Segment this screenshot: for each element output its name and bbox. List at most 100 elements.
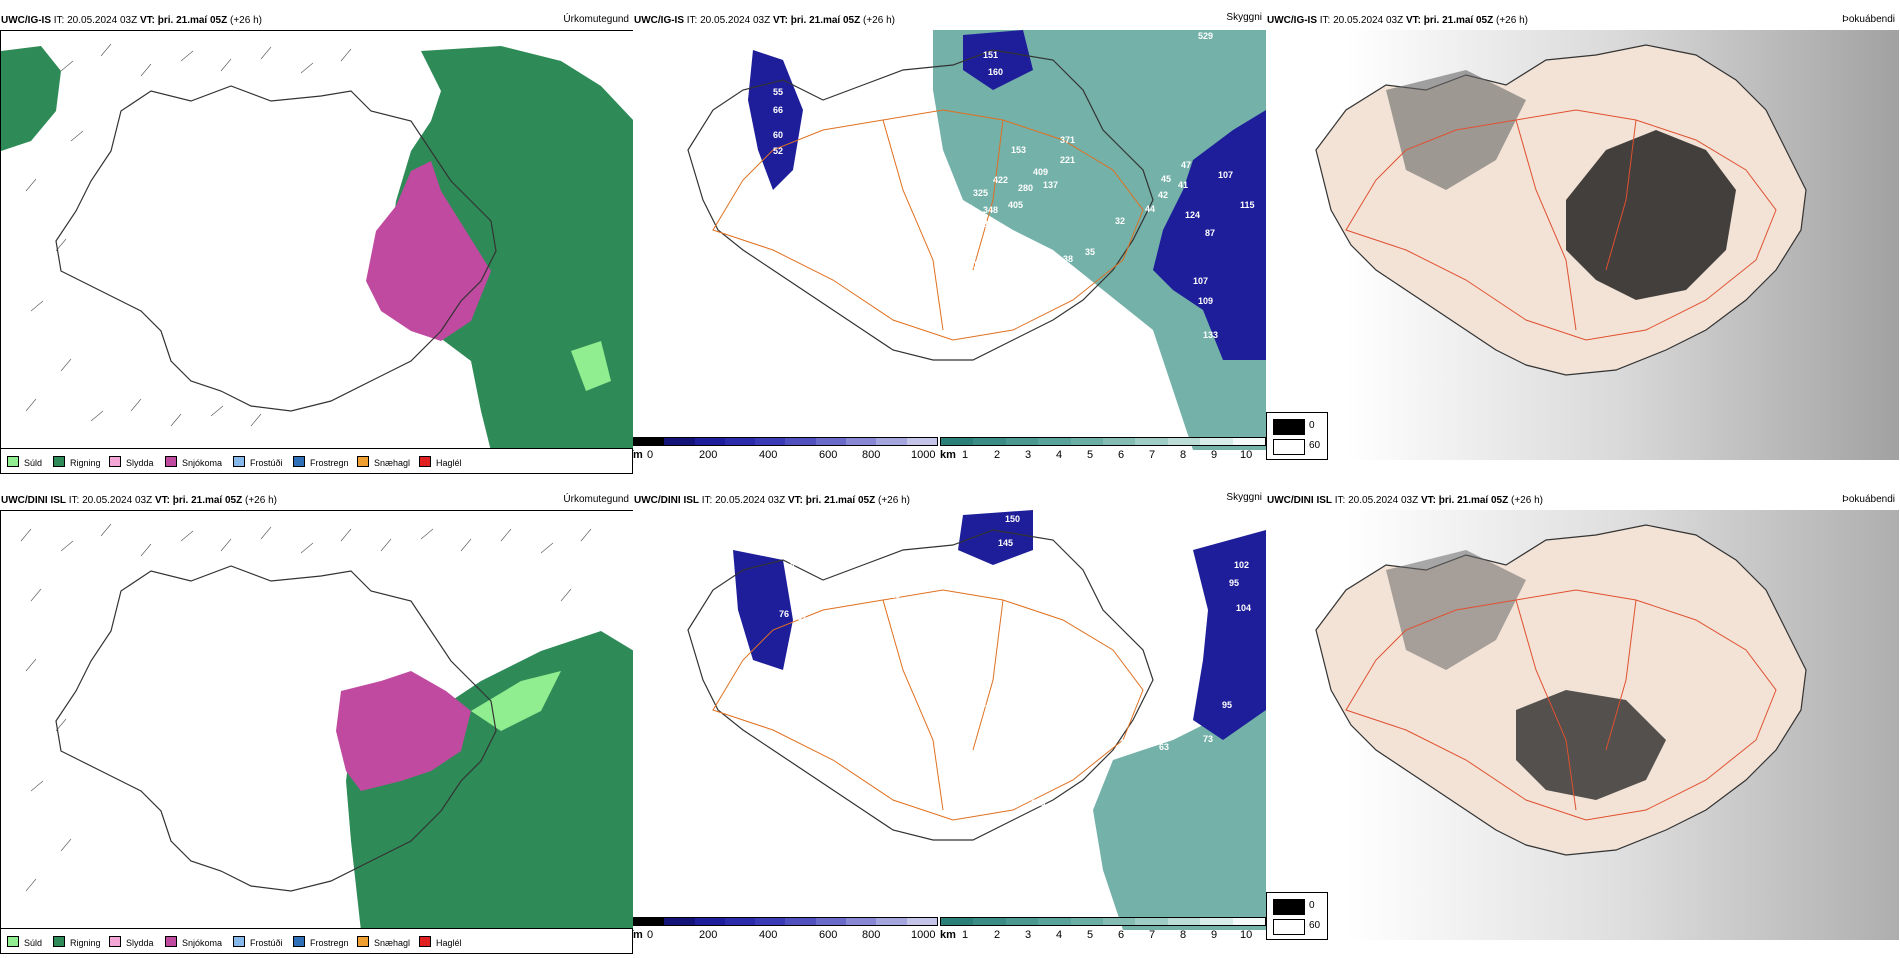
fog-key-label: 0 bbox=[1309, 420, 1315, 431]
cloud-label: 102 bbox=[1234, 560, 1249, 570]
tick-label: 10 bbox=[1240, 929, 1253, 941]
precip-rain-south bbox=[346, 631, 634, 931]
legend-item: Frostúði bbox=[233, 456, 283, 468]
road-network bbox=[712, 109, 1144, 341]
cloudbase-unit: m bbox=[633, 449, 643, 461]
cloud-label: 63 bbox=[1159, 742, 1169, 752]
precip-rain-east bbox=[381, 46, 634, 451]
tick-label: 0 bbox=[647, 929, 654, 941]
legend-label: Frostúði bbox=[250, 938, 283, 948]
lead-time: (+26 h) bbox=[245, 495, 277, 506]
tick-label: 800 bbox=[862, 929, 881, 941]
cloud-label: 153 bbox=[1011, 145, 1026, 155]
init-time: IT: 20.05.2024 03Z bbox=[686, 15, 771, 26]
init-time: IT: 20.05.2024 03Z bbox=[53, 15, 138, 26]
cloudbase-blue-east bbox=[1153, 110, 1266, 360]
cloud-label: 356 bbox=[938, 759, 953, 769]
road-network bbox=[712, 589, 1144, 821]
cloud-label: 55 bbox=[1145, 736, 1155, 746]
legend-item: Haglél bbox=[419, 936, 462, 948]
cloud-label: 348 bbox=[983, 205, 998, 215]
cloud-label: 32 bbox=[1115, 216, 1125, 226]
lead-time: (+26 h) bbox=[878, 495, 910, 506]
precip-legend: Súld Rigning Slydda Snjókoma Frostúði Fr… bbox=[0, 448, 633, 474]
tick-label: 6 bbox=[1118, 929, 1125, 941]
valid-time: VT: þri. 21.maí 05Z bbox=[787, 495, 876, 506]
cloud-label: 409 bbox=[1033, 167, 1048, 177]
cloud-label: 38 bbox=[1063, 254, 1073, 264]
cloudbase-blue-nw bbox=[733, 550, 793, 670]
legend-label: Slydda bbox=[126, 938, 154, 948]
precip-rain-west bbox=[1, 46, 61, 151]
legend-swatch bbox=[7, 936, 19, 947]
legend-swatch bbox=[419, 456, 431, 467]
panel-header: UWC/DINI ISL IT: 20.05.2024 03Z VT: þri.… bbox=[633, 480, 1266, 510]
fog-map-graphic bbox=[1266, 510, 1899, 940]
legend-item: Slydda bbox=[109, 456, 154, 468]
tick-label: 1000 bbox=[911, 929, 936, 941]
cloud-map: 151 160 173 51 55 66 60 52 68 76 110 153… bbox=[633, 30, 1266, 450]
visibility-ramp bbox=[940, 917, 1266, 926]
cloud-label: 770 bbox=[953, 798, 968, 808]
panel-header: UWC/DINI ISL IT: 20.05.2024 03Z VT: þri.… bbox=[1266, 480, 1899, 510]
tick-label: 1 bbox=[962, 449, 969, 461]
cloud-label: 371 bbox=[1060, 135, 1075, 145]
init-time: IT: 20.05.2024 03Z bbox=[1334, 495, 1419, 506]
panel-title: Úrkomutegund bbox=[563, 14, 629, 25]
legend-item: Snæhagl bbox=[357, 456, 410, 468]
legend-item: Snjókoma bbox=[165, 456, 222, 468]
panel-header: UWC/DINI ISL IT: 20.05.2024 03Z VT: þri.… bbox=[0, 480, 633, 510]
precip-type-map-graphic bbox=[1, 31, 634, 451]
tick-label: 1 bbox=[962, 929, 969, 941]
legend-item: Súld bbox=[7, 456, 42, 468]
legend-item: Frostregn bbox=[293, 456, 349, 468]
cloudbase-colorbar: m 0 200 400 600 800 1000 bbox=[633, 917, 953, 951]
road-network bbox=[1345, 109, 1777, 341]
tick-label: 4 bbox=[1056, 929, 1063, 941]
legend-label: Slydda bbox=[126, 458, 154, 468]
tick-label: 5 bbox=[1087, 449, 1094, 461]
legend-label: Haglél bbox=[436, 458, 462, 468]
cloudbase-ramp bbox=[633, 437, 938, 446]
cloud-label: 160 bbox=[988, 67, 1003, 77]
legend-label: Súld bbox=[24, 458, 43, 468]
tick-label: 0 bbox=[647, 449, 654, 461]
tick-label: 400 bbox=[759, 449, 778, 461]
cloudbase-blue-east bbox=[1193, 530, 1266, 740]
fog-key-swatch bbox=[1273, 419, 1305, 435]
tick-label: 800 bbox=[862, 449, 881, 461]
legend-item: Slydda bbox=[109, 936, 154, 948]
legend-swatch bbox=[293, 456, 305, 467]
cloud-label: 107 bbox=[1218, 170, 1233, 180]
model-name: UWC/DINI ISL bbox=[634, 495, 699, 506]
legend-swatch bbox=[293, 936, 305, 947]
fog-dark-area bbox=[1516, 690, 1666, 800]
init-time: IT: 20.05.2024 03Z bbox=[68, 495, 153, 506]
lead-time: (+26 h) bbox=[1511, 495, 1543, 506]
cloudbase-labels: 150 145 102 95 104 67 65 70 76 67 64 125… bbox=[779, 514, 1251, 876]
tick-label: 8 bbox=[1180, 929, 1187, 941]
panel-title: Þokuábendi bbox=[1842, 14, 1895, 25]
legend-swatch bbox=[357, 456, 369, 467]
cloud-label: 118 bbox=[913, 782, 928, 792]
panel-header: UWC/IG-IS IT: 20.05.2024 03Z VT: þri. 21… bbox=[0, 0, 633, 30]
tick-label: 5 bbox=[1087, 929, 1094, 941]
tick-label: 6 bbox=[1118, 449, 1125, 461]
cloud-label: 60 bbox=[773, 130, 783, 140]
tick-label: 7 bbox=[1149, 449, 1156, 461]
legend-swatch bbox=[109, 936, 121, 947]
wind-barbs bbox=[20, 523, 604, 892]
panel-title: Þokuábendi bbox=[1842, 494, 1895, 505]
tick-label: 200 bbox=[699, 449, 718, 461]
road-network bbox=[1345, 589, 1777, 821]
fog-key-swatch bbox=[1273, 439, 1305, 455]
cloud-panel-igis: UWC/IG-IS IT: 20.05.2024 03Z VT: þri. 21… bbox=[633, 0, 1266, 478]
legend-swatch bbox=[233, 456, 245, 467]
tick-label: 8 bbox=[1180, 449, 1187, 461]
tick-label: 7 bbox=[1149, 929, 1156, 941]
cloud-label: 123 bbox=[848, 707, 863, 717]
cloud-label: 45 bbox=[1161, 174, 1171, 184]
cloud-label: 67 bbox=[785, 562, 795, 572]
precip-type-panel-igis: UWC/IG-IS IT: 20.05.2024 03Z VT: þri. 21… bbox=[0, 0, 634, 478]
fog-dark-area bbox=[1566, 130, 1736, 300]
